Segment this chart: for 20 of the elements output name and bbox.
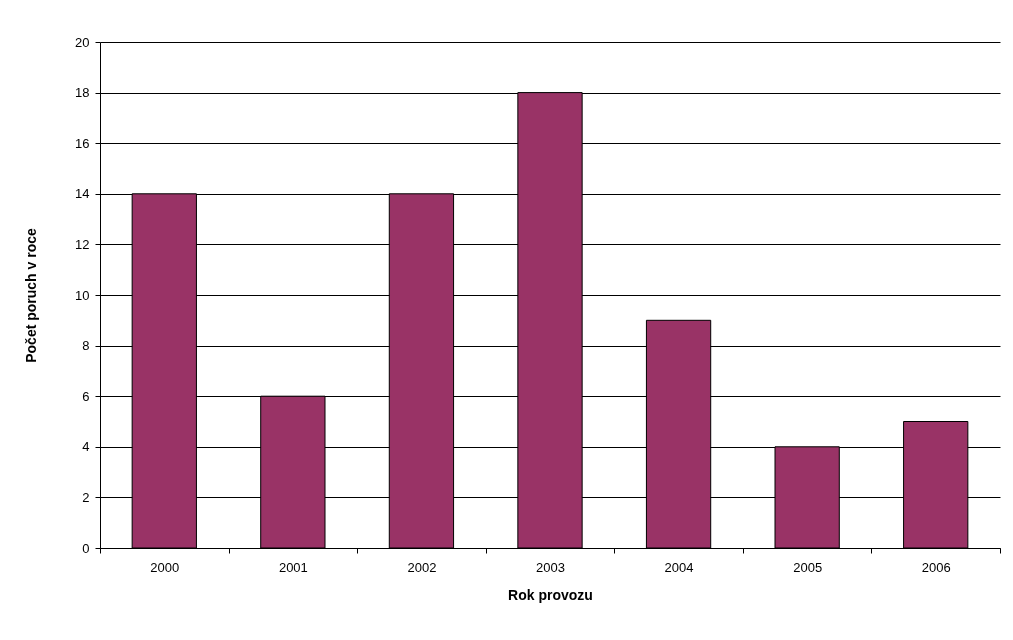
- x-tick-label: 2006: [921, 559, 951, 575]
- y-tick-label: 16: [75, 135, 90, 151]
- y-tick-label: 2: [82, 489, 90, 505]
- x-axis-title: Rok provozu: [508, 586, 593, 603]
- x-tick-label: 2000: [150, 559, 180, 575]
- y-tick-label: 6: [82, 388, 90, 404]
- x-tick-label: 2004: [664, 559, 694, 575]
- x-tick-label: 2002: [407, 559, 437, 575]
- y-axis-title: Počet poruch v roce: [23, 227, 40, 363]
- y-tick-label: 12: [75, 236, 90, 252]
- y-tick-label: 0: [82, 540, 90, 556]
- x-tick-label: 2003: [536, 559, 565, 575]
- y-tick-label: 8: [82, 338, 90, 354]
- y-tick-label: 20: [75, 34, 90, 50]
- x-tick-label: 2001: [278, 559, 308, 575]
- y-tick-label: 14: [75, 186, 90, 202]
- y-tick-label: 10: [75, 287, 90, 303]
- x-tick-label: 2005: [793, 559, 823, 575]
- y-tick-label: 18: [75, 85, 90, 101]
- y-tick-label: 4: [82, 439, 90, 455]
